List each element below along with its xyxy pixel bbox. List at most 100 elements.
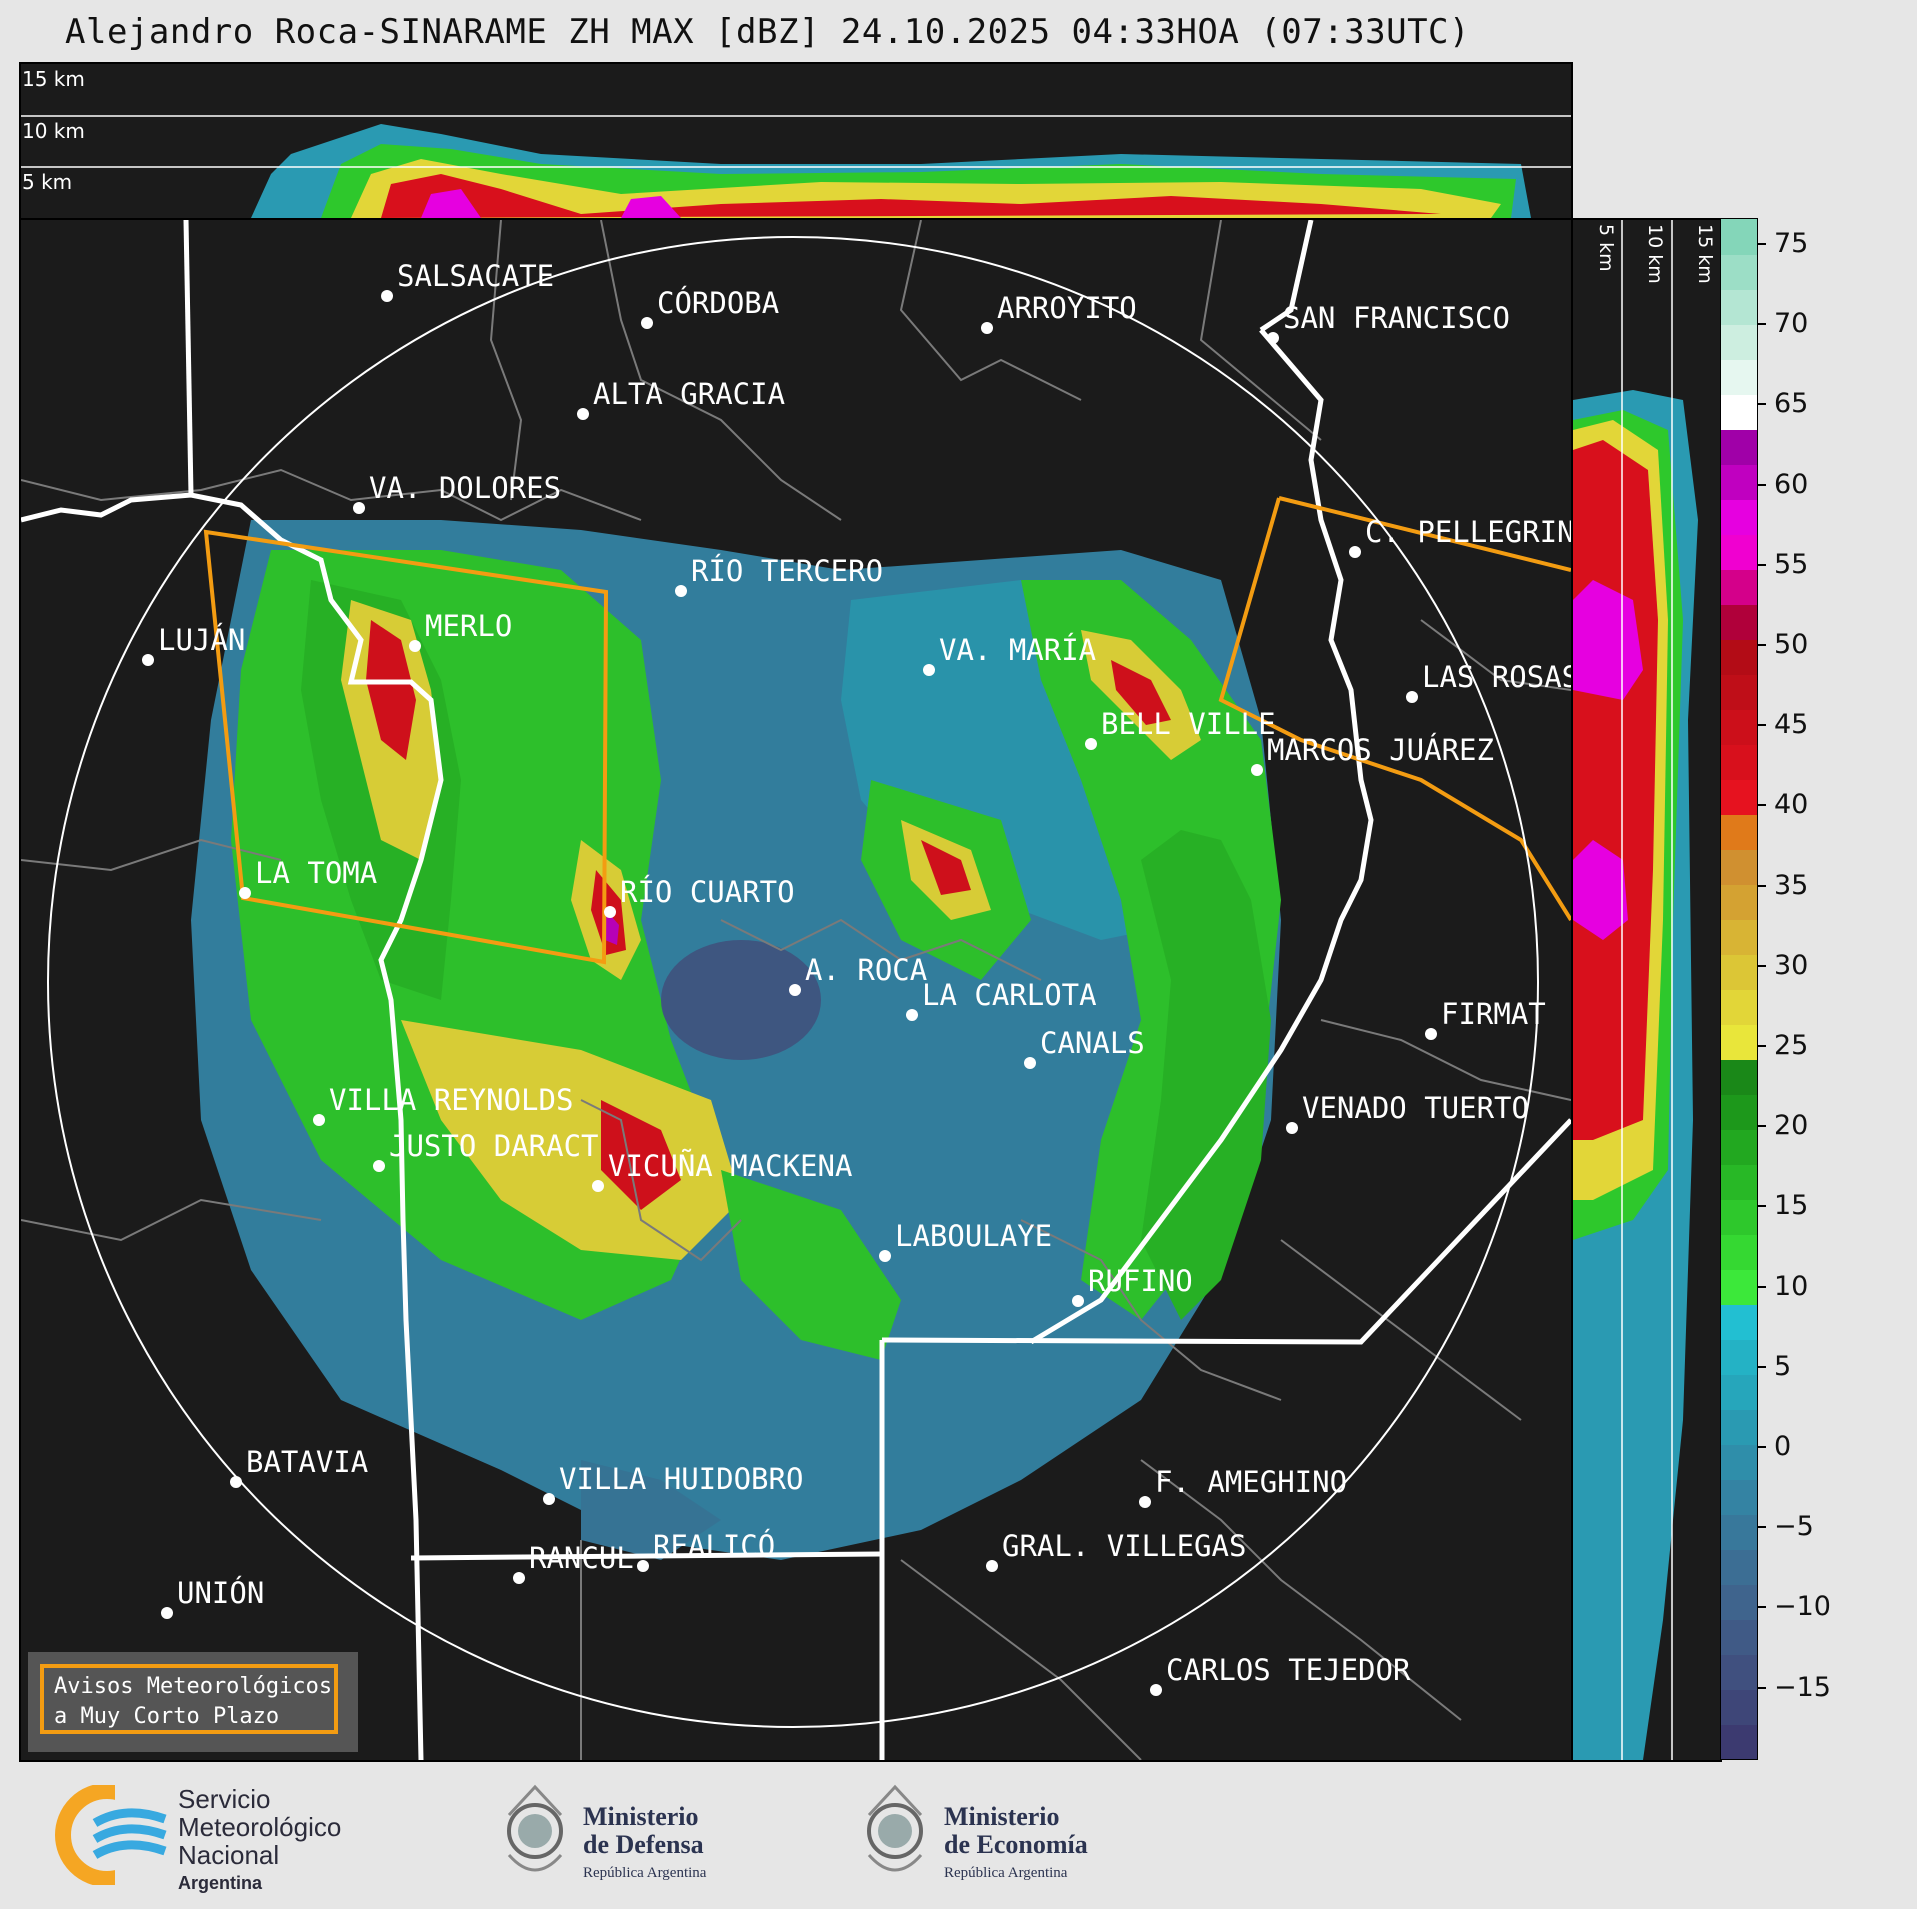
city-marker [513, 1572, 525, 1584]
colorbar-tick [1757, 1045, 1766, 1047]
city-label: VICUÑA MACKENA [608, 1149, 852, 1183]
city-label: LA CARLOTA [922, 978, 1097, 1012]
city-marker [1072, 1295, 1084, 1307]
city-marker [1267, 332, 1279, 344]
city-label: VILLA REYNOLDS [329, 1083, 573, 1117]
colorbar-tick [1757, 563, 1766, 566]
colorbar-segment [1721, 1339, 1757, 1375]
warning-polygons [203, 496, 1571, 965]
colorbar-segment [1721, 604, 1757, 640]
city-marker [353, 502, 365, 514]
colorbar-segment [1721, 499, 1757, 535]
city-marker [1349, 546, 1361, 558]
city-marker [1251, 764, 1263, 776]
city-label: CANALS [1040, 1026, 1145, 1060]
city-label: VILLA HUIDOBRO [559, 1462, 803, 1496]
colorbar-tick [1757, 483, 1766, 486]
colorbar-tick-label: 15 [1774, 1190, 1809, 1222]
colorbar-segment [1721, 1479, 1757, 1515]
city-label: REALICÓ [653, 1529, 775, 1563]
city-marker [1425, 1028, 1437, 1040]
city-label: UNIÓN [177, 1576, 264, 1610]
city-marker [879, 1250, 891, 1262]
colorbar-tick-label: 45 [1774, 709, 1809, 741]
city-marker [906, 1009, 918, 1021]
colorbar-segment [1721, 1374, 1757, 1410]
city-marker [923, 664, 935, 676]
city-marker [789, 984, 801, 996]
city-marker [313, 1114, 325, 1126]
city-label: RANCUL [529, 1541, 634, 1575]
colorbar-tick-label: 25 [1774, 1030, 1809, 1061]
colorbar-tick-label: 70 [1774, 308, 1809, 340]
colorbar-tick [1757, 323, 1766, 326]
colorbar-segment [1721, 1619, 1757, 1655]
province-boundaries [21, 220, 1571, 1760]
city-label: F. AMEGHINO [1155, 1465, 1347, 1499]
city-label: ARROYITO [997, 291, 1137, 325]
smn-line1: Servicio [178, 1784, 271, 1814]
city-marker [1286, 1122, 1298, 1134]
colorbar-segment [1721, 289, 1757, 325]
city-label: CÓRDOBA [657, 286, 779, 320]
colorbar-segment [1721, 1094, 1757, 1130]
colorbar-segment [1721, 1514, 1757, 1550]
top-altitude-label-10: 10 km [22, 119, 85, 143]
city-marker [230, 1476, 242, 1488]
colorbar-tick [1757, 1365, 1766, 1368]
city-label: LUJÁN [158, 623, 245, 657]
colorbar-tick [1757, 403, 1766, 406]
top-cross-section-graphic [21, 115, 1571, 218]
city-label: SALSACATE [397, 259, 554, 293]
colorbar-segment [1721, 1234, 1757, 1270]
colorbar-tick [1757, 804, 1766, 807]
top-cross-section-panel: 15 km 10 km 5 km [19, 62, 1573, 220]
city-marker [675, 585, 687, 597]
city-marker [1024, 1057, 1036, 1069]
economia-logo-text: Ministerio de Economía República Argenti… [944, 1803, 1088, 1887]
warning-legend-line1: Avisos Meteorológicos [54, 1674, 333, 1699]
side-cross-section-graphic [1573, 220, 1698, 1760]
city-label: VA. DOLORES [369, 471, 561, 505]
colorbar-tick-label: 5 [1774, 1350, 1792, 1382]
colorbar-segment [1721, 989, 1757, 1025]
colorbar-segment [1721, 1549, 1757, 1585]
colorbar-tick-label: 75 [1774, 228, 1809, 259]
defensa-logo-text: Ministerio de Defensa República Argentin… [583, 1803, 706, 1887]
radar-map: SALSACATE CÓRDOBA ARROYITO SAN FRANCISCO… [19, 218, 1573, 1762]
colorbar-tick-label: 65 [1774, 388, 1809, 420]
city-marker [1139, 1496, 1151, 1508]
colorbar-segment [1721, 254, 1757, 290]
city-label: BATAVIA [246, 1445, 368, 1479]
city-marker [981, 322, 993, 334]
city-marker [604, 906, 616, 918]
city-marker [1085, 738, 1097, 750]
colorbar-segment [1721, 1654, 1757, 1690]
city-marker [637, 1560, 649, 1572]
city-marker [409, 640, 421, 652]
city-label: LAS ROSAS [1422, 660, 1571, 694]
colorbar-segment [1721, 464, 1757, 500]
city-label: VENADO TUERTO [1302, 1091, 1529, 1125]
colorbar-segment [1721, 1724, 1757, 1759]
city-label: RÍO CUARTO [620, 875, 795, 909]
department-boundaries [21, 220, 1571, 1760]
colorbar-segment [1721, 919, 1757, 955]
city-label: SAN FRANCISCO [1283, 301, 1510, 335]
city-label: VA. MARÍA [939, 633, 1096, 667]
colorbar-tick [1757, 964, 1766, 967]
colorbar-tick-label: −10 [1774, 1591, 1831, 1623]
colorbar-segment [1721, 674, 1757, 710]
city-label: BELL VILLE [1101, 707, 1276, 741]
colorbar-tick-label: 20 [1774, 1110, 1809, 1142]
city-marker [161, 1607, 173, 1619]
warning-legend-box: Avisos Meteorológicos a Muy Corto Plazo [28, 1652, 358, 1752]
colorbar-segment [1721, 1164, 1757, 1200]
colorbar-tick-label: 50 [1774, 629, 1809, 660]
colorbar-segment [1721, 1199, 1757, 1235]
defensa-line2: de Defensa [583, 1830, 704, 1859]
colorbar-segment [1721, 1129, 1757, 1165]
city-overlay: SALSACATE CÓRDOBA ARROYITO SAN FRANCISCO… [142, 259, 1571, 1696]
city-marker [577, 408, 589, 420]
smn-logo [55, 1783, 175, 1887]
